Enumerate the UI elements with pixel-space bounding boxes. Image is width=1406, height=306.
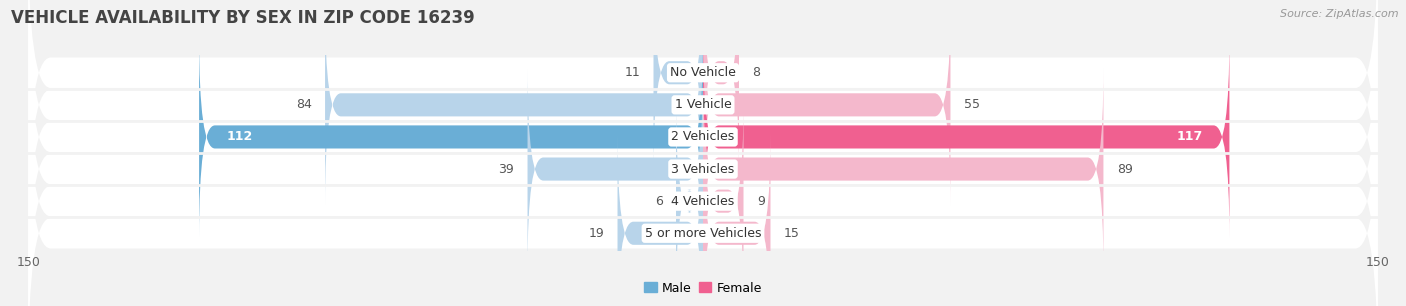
Text: 8: 8 xyxy=(752,66,761,79)
Text: 89: 89 xyxy=(1116,162,1133,176)
FancyBboxPatch shape xyxy=(703,4,950,206)
FancyBboxPatch shape xyxy=(703,68,1104,270)
FancyBboxPatch shape xyxy=(654,0,703,174)
Text: 112: 112 xyxy=(226,130,252,144)
Text: VEHICLE AVAILABILITY BY SEX IN ZIP CODE 16239: VEHICLE AVAILABILITY BY SEX IN ZIP CODE … xyxy=(11,9,475,27)
FancyBboxPatch shape xyxy=(28,56,1378,306)
FancyBboxPatch shape xyxy=(703,100,744,302)
Text: 4 Vehicles: 4 Vehicles xyxy=(672,195,734,208)
Legend: Male, Female: Male, Female xyxy=(640,277,766,300)
FancyBboxPatch shape xyxy=(28,0,1378,282)
Text: 39: 39 xyxy=(498,162,515,176)
FancyBboxPatch shape xyxy=(676,100,703,302)
Text: 1 Vehicle: 1 Vehicle xyxy=(675,98,731,111)
Text: No Vehicle: No Vehicle xyxy=(671,66,735,79)
FancyBboxPatch shape xyxy=(617,132,703,306)
FancyBboxPatch shape xyxy=(28,88,1378,306)
FancyBboxPatch shape xyxy=(28,0,1378,250)
Text: 11: 11 xyxy=(624,66,640,79)
FancyBboxPatch shape xyxy=(28,24,1378,306)
Text: 5 or more Vehicles: 5 or more Vehicles xyxy=(645,227,761,240)
Text: 84: 84 xyxy=(295,98,312,111)
FancyBboxPatch shape xyxy=(200,36,703,238)
Text: Source: ZipAtlas.com: Source: ZipAtlas.com xyxy=(1281,9,1399,19)
Text: 2 Vehicles: 2 Vehicles xyxy=(672,130,734,144)
FancyBboxPatch shape xyxy=(325,4,703,206)
FancyBboxPatch shape xyxy=(703,132,770,306)
Text: 55: 55 xyxy=(965,98,980,111)
Text: 117: 117 xyxy=(1177,130,1202,144)
Text: 3 Vehicles: 3 Vehicles xyxy=(672,162,734,176)
FancyBboxPatch shape xyxy=(703,36,1229,238)
Text: 15: 15 xyxy=(785,227,800,240)
FancyBboxPatch shape xyxy=(527,68,703,270)
Text: 9: 9 xyxy=(756,195,765,208)
Text: 19: 19 xyxy=(588,227,605,240)
Text: 6: 6 xyxy=(655,195,662,208)
FancyBboxPatch shape xyxy=(28,0,1378,218)
FancyBboxPatch shape xyxy=(703,0,740,174)
